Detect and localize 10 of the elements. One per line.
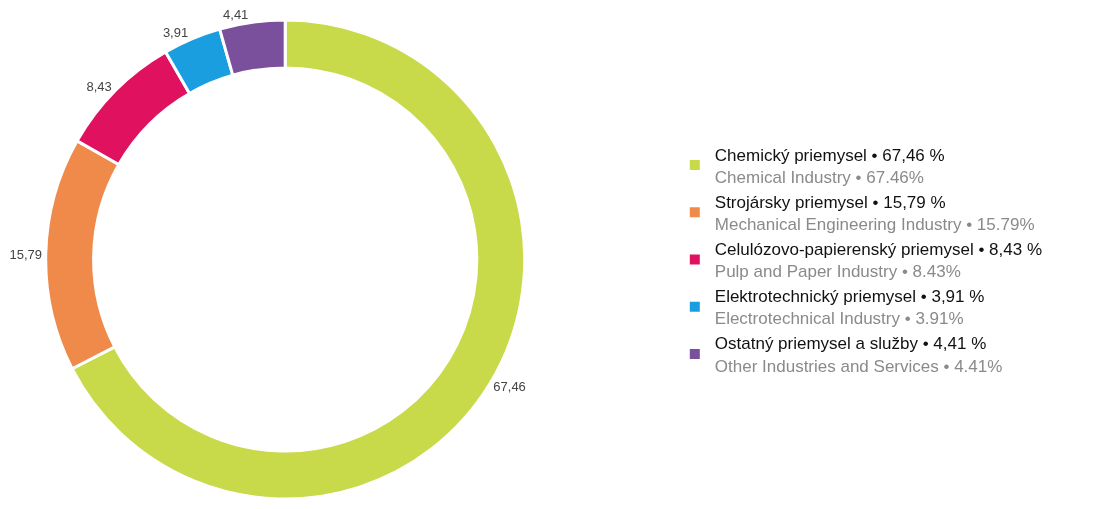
legend-label: Chemický priemysel • 67,46 % Chemical Industry • 67.46%	[714, 145, 945, 187]
data-label: 8,43	[86, 79, 112, 95]
data-label: 4,41	[223, 7, 249, 23]
data-label: 3,91	[162, 25, 189, 41]
legend-label: Ostatný priemysel a služby • 4,41 % Other Industries and Services • 4.41%	[714, 334, 1003, 376]
legend-label: Celulózovo-papierenský priemysel • 8,43 % Pulp and Paper Industry • 8.43%	[714, 240, 1043, 282]
legend-label: Strojársky priemysel • 15,79 % Mechanical Engineering Industry • 15.79%	[714, 192, 1035, 234]
data-label: 67,46	[493, 378, 526, 394]
legend-label: Elektrotechnický priemysel • 3,91 % Electrotechnical Industry • 3.91%	[714, 287, 985, 329]
data-label: 15,79	[9, 246, 42, 262]
